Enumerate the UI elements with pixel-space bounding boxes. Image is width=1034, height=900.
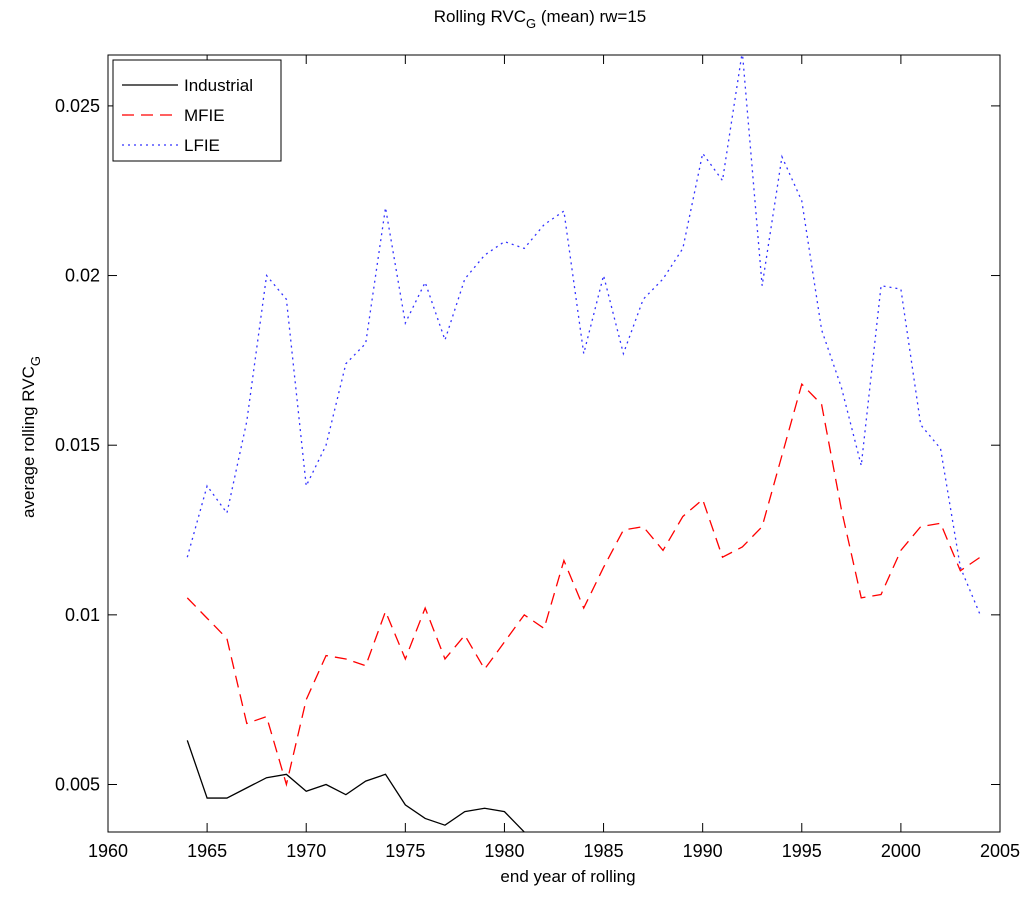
x-tick-label: 1985 <box>584 841 624 861</box>
legend-label-industrial: Industrial <box>184 76 253 95</box>
x-axis-title: end year of rolling <box>500 867 635 886</box>
x-tick-label: 1990 <box>683 841 723 861</box>
legend: Industrial MFIE LFIE <box>112 59 282 162</box>
legend-box <box>112 59 282 162</box>
plot-area: 1960 1965 1970 1975 1980 1985 1990 1995 2000 2005… <box>55 54 1020 861</box>
x-tick-label: 1960 <box>88 841 128 861</box>
series-line-industrial <box>186 740 526 832</box>
x-tick-label: 1965 <box>187 841 227 861</box>
x-tick-label: 2000 <box>881 841 921 861</box>
x-tick-label: 2005 <box>980 841 1020 861</box>
y-tick-label: 0.005 <box>55 774 100 794</box>
x-tick-label: 1970 <box>286 841 326 861</box>
legend-label-lfie: LFIE <box>184 136 220 155</box>
x-tick-label: 1980 <box>484 841 524 861</box>
y-tick-label: 0.015 <box>55 435 100 455</box>
legend-label-mfie: MFIE <box>184 106 225 125</box>
x-tick-label: 1995 <box>782 841 822 861</box>
chart-title: Rolling RVCG (mean) rw=15 <box>434 7 646 31</box>
x-tick-label: 1975 <box>385 841 425 861</box>
y-tick-label: 0.01 <box>65 605 100 625</box>
axes-box <box>107 54 1001 833</box>
y-tick-label: 0.025 <box>55 96 100 116</box>
y-axis-title: average rolling RVCG <box>19 356 43 518</box>
y-tick-label: 0.02 <box>65 266 100 286</box>
series-line-mfie <box>186 382 981 788</box>
